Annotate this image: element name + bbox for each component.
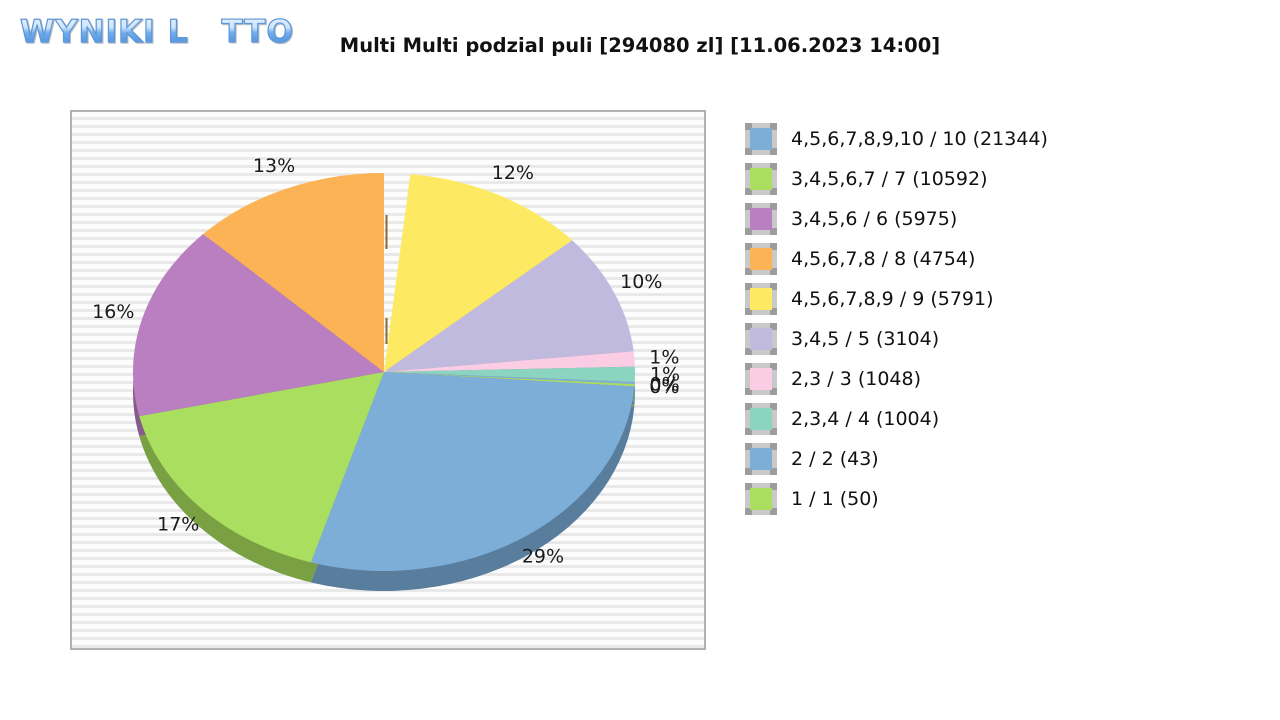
logo-text-l: L — [167, 13, 189, 50]
legend-swatch — [745, 363, 777, 395]
pie-slice — [310, 372, 635, 571]
legend-item: 4,5,6,7,8,9,10 / 10 (21344) — [745, 119, 1048, 159]
legend-label: 1 / 1 (50) — [791, 488, 879, 510]
legend-item: 2 / 2 (43) — [745, 439, 1048, 479]
pie-chart: 12%10%1%1%0%0%29%17%16%13% — [92, 155, 680, 591]
legend-item: 3,4,5,6 / 6 (5975) — [745, 199, 1048, 239]
legend-item: 4,5,6,7,8 / 8 (4754) — [745, 239, 1048, 279]
legend-label: 4,5,6,7,8 / 8 (4754) — [791, 248, 976, 270]
legend-label: 4,5,6,7,8,9,10 / 10 (21344) — [791, 128, 1048, 150]
legend-item: 1 / 1 (50) — [745, 479, 1048, 519]
legend-label: 2,3 / 3 (1048) — [791, 368, 922, 390]
pie-slice — [384, 351, 635, 372]
chart-panel: 12% 10% 1% 1% 0% 0% 29% 17% 16% 13% — [70, 110, 706, 650]
legend-label: 4,5,6,7,8,9 / 9 (5791) — [791, 288, 994, 310]
slice-percent-label: 12% — [492, 162, 534, 184]
legend-swatch — [745, 323, 777, 355]
legend-label: 3,4,5,6,7 / 7 (10592) — [791, 168, 988, 190]
pie-slice — [384, 372, 635, 385]
slice-percent-label: 16% — [92, 301, 134, 323]
pie-slice — [384, 174, 573, 372]
slice-percent-label: 0% — [649, 376, 679, 398]
chart-legend: 4,5,6,7,8,9,10 / 10 (21344) 3,4,5,6,7 / 7… — [745, 119, 1048, 519]
legend-swatch — [745, 203, 777, 235]
legend-label: 3,4,5 / 5 (3104) — [791, 328, 940, 350]
pie-slice — [384, 372, 635, 387]
slice-percent-label: 29% — [522, 546, 564, 568]
legend-item: 3,4,5 / 5 (3104) — [745, 319, 1048, 359]
legend-swatch — [745, 483, 777, 515]
slice-percent-label: 17% — [157, 514, 199, 536]
logo-text-tto: TTO — [221, 13, 294, 50]
legend-item: 4,5,6,7,8,9 / 9 (5791) — [745, 279, 1048, 319]
site-logo[interactable]: WYNIKI L TTO — [19, 10, 294, 54]
legend-item: 2,3,4 / 4 (1004) — [745, 399, 1048, 439]
legend-swatch — [745, 163, 777, 195]
pie-slice — [203, 173, 384, 372]
slice-percent-label: 13% — [253, 155, 295, 177]
legend-label: 2,3,4 / 4 (1004) — [791, 408, 940, 430]
legend-swatch — [745, 243, 777, 275]
pie-slice — [133, 233, 384, 417]
slice-percent-label: 0% — [649, 373, 679, 395]
slice-percent-label: 1% — [650, 364, 680, 386]
legend-item: 3,4,5,6,7 / 7 (10592) — [745, 159, 1048, 199]
legend-item: 2,3 / 3 (1048) — [745, 359, 1048, 399]
legend-label: 3,4,5,6 / 6 (5975) — [791, 208, 958, 230]
pie-slice — [384, 366, 636, 382]
logo-text-wyniki: WYNIKI — [19, 13, 156, 50]
legend-swatch — [745, 123, 777, 155]
pie-slice — [139, 372, 384, 563]
legend-swatch — [745, 283, 777, 315]
legend-swatch — [745, 403, 777, 435]
slice-percent-label: 1% — [649, 346, 679, 368]
legend-swatch — [745, 443, 777, 475]
pie-slice — [384, 240, 634, 372]
legend-label: 2 / 2 (43) — [791, 448, 879, 470]
slice-percent-label: 10% — [620, 271, 662, 293]
page-title: Multi Multi podzial puli [294080 zl] [11… — [339, 34, 941, 57]
